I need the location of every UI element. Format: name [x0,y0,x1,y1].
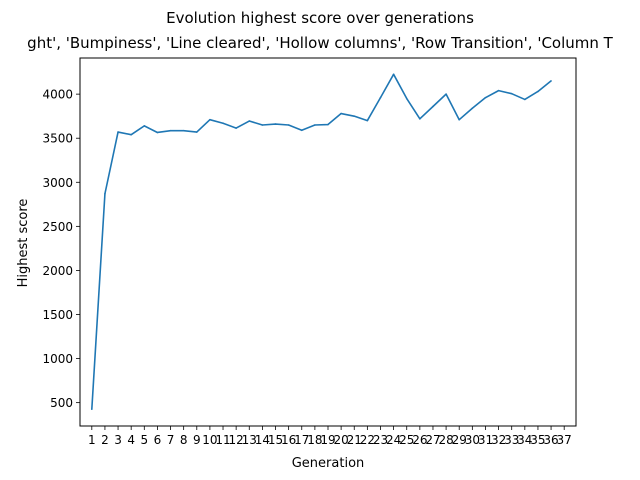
data-point [195,131,198,133]
x-tick-label: 17 [294,433,309,447]
x-tick-label: 31 [478,433,493,447]
x-tick-label: 20 [333,433,348,447]
data-point [497,89,500,92]
x-tick-label: 22 [360,433,375,447]
data-point [261,124,264,126]
y-tick-label: 1500 [42,308,73,322]
chart-subtitle: ght', 'Bumpiness', 'Line cleared', 'Holl… [27,34,613,52]
data-point [537,90,539,93]
data-point [314,124,316,126]
data-point [327,123,329,126]
x-tick-label: 14 [255,433,270,447]
data-point [484,96,487,99]
x-tick-label: 12 [229,433,244,447]
series-line [91,73,552,410]
x-tick-label: 34 [517,433,532,447]
y-tick-label: 3500 [42,132,73,146]
data-point [524,98,526,101]
data-point [353,115,356,117]
y-tick-label: 1000 [42,352,73,366]
x-tick-label: 21 [347,433,362,447]
x-tick-label: 18 [307,433,322,447]
chart-title: Evolution highest score over generations [166,9,474,27]
x-tick-label: 24 [386,433,401,447]
x-tick-label: 1 [88,433,96,447]
x-tick-label: 30 [465,433,480,447]
data-point [91,408,93,411]
data-point [248,120,251,122]
x-tick-label: 10 [202,433,217,447]
data-point [209,118,211,121]
x-tick-label: 2 [101,433,109,447]
data-point [340,112,342,115]
data-point [104,192,106,195]
data-point [143,125,146,127]
data-point [405,97,408,100]
data-point [169,129,172,132]
x-tick-label: 35 [530,433,545,447]
data-point [117,131,119,133]
x-tick-label: 15 [268,433,283,447]
data-point [235,127,237,129]
x-tick-label: 37 [557,433,572,447]
x-tick-label: 6 [154,433,162,447]
data-point [392,73,395,76]
data-point [130,133,132,136]
x-tick-label: 4 [127,433,135,447]
data-point [458,118,461,121]
data-point [379,96,382,99]
x-tick-label: 16 [281,433,296,447]
x-tick-label: 27 [425,433,440,447]
data-point [445,93,447,95]
data-point [274,123,277,125]
x-tick-label: 9 [193,433,201,447]
y-tick-label: 2500 [42,220,73,234]
x-tick-label: 5 [140,433,148,447]
y-tick-label: 500 [50,396,73,410]
x-tick-label: 26 [412,433,427,447]
x-tick-label: 33 [504,433,519,447]
y-tick-label: 2000 [42,264,73,278]
x-tick-label: 3 [114,433,122,447]
x-axis-label: Generation [292,456,365,471]
data-point [419,118,421,120]
data-point [182,129,185,132]
x-tick-label: 28 [438,433,453,447]
data-point [471,107,474,110]
x-tick-label: 29 [452,433,467,447]
data-point [222,122,224,125]
data-point [550,80,552,82]
plot-frame [79,57,577,427]
x-tick-label: 19 [320,433,335,447]
plot-area: 1 2 3 4 5 6 7 8 9 1011121314151617181920212223242… [42,57,577,447]
y-tick-label: 3000 [42,176,73,190]
x-tick-label: 13 [242,433,257,447]
x-tick-label: 32 [491,433,506,447]
x-tick-label: 11 [215,433,230,447]
data-point [432,105,434,108]
data-point [510,92,513,95]
data-point [366,119,369,122]
data-point [156,131,159,134]
x-tick-label: 36 [543,433,558,447]
x-tick-label: 8 [180,433,188,447]
x-tick-label: 25 [399,433,414,447]
x-tick-label: 7 [167,433,175,447]
data-point [300,129,303,132]
y-axis-label: Highest score [16,199,31,288]
x-tick-label: 23 [373,433,388,447]
y-tick-label: 4000 [42,88,73,102]
data-point [287,124,290,126]
